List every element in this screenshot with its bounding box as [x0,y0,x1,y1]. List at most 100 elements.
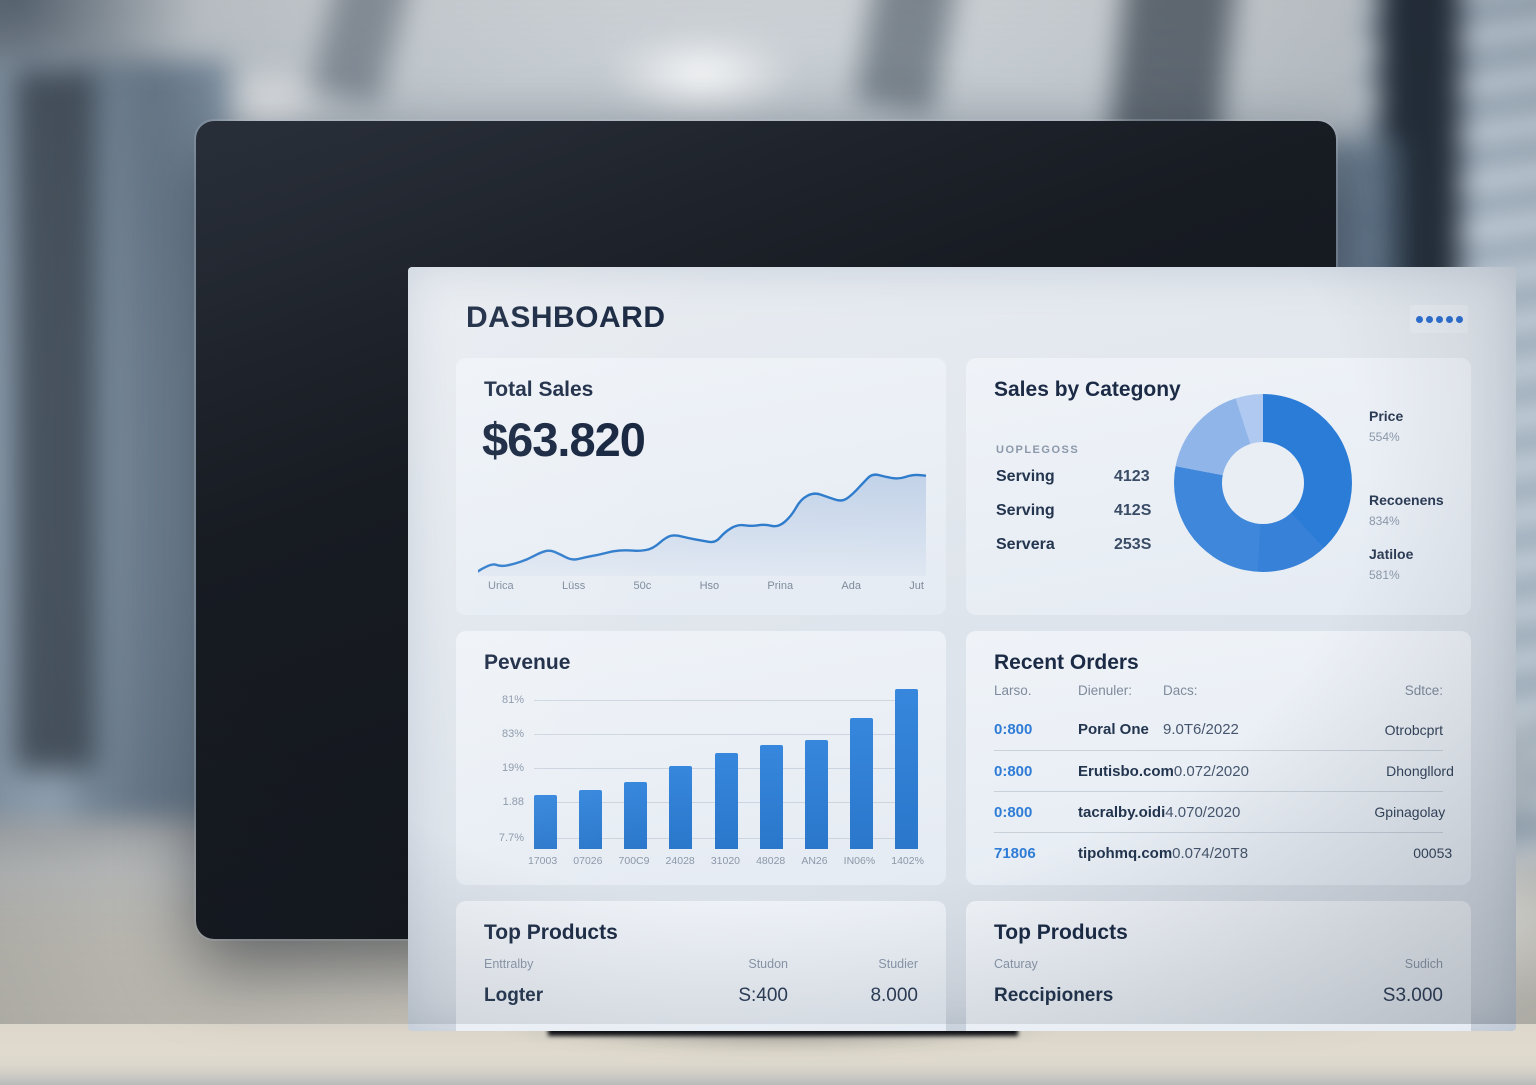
order-id: 0:800 [994,721,1078,738]
order-date: 4.070/2020 [1165,804,1325,821]
order-name: tipohmq.com [1078,845,1172,862]
product-value: S:400 [668,985,788,1007]
x-axis-label: Prina [767,580,793,592]
table-body: 0:800 Poral One 9.0T6/2022 Otrobcprt 0:8… [994,709,1443,873]
table-header: Caturay Sudich [994,957,1443,971]
legend-item: Recoenens 834% [1369,492,1444,528]
column-header: Studon [668,957,788,971]
area-fill [478,475,926,576]
column-header: Enttralby [484,957,668,971]
x-axis-label: Hso [700,580,720,592]
product-value: 8.000 [788,985,918,1007]
card-title: Recent Orders [994,651,1139,675]
bar [669,766,692,849]
x-axis-label: Lüss [562,580,585,592]
x-axis-label: Ada [841,580,861,592]
bar [624,782,647,849]
category-row: Servera 253S [996,536,1196,554]
table-row: 0:800 Poral One 9.0T6/2022 Otrobcprt [994,709,1443,750]
x-axis-label: 17003 [528,855,557,867]
x-axis-label: 48028 [756,855,785,867]
table-row: 0:800 Erutisbo.com 0.072/2020 Dhongllord [994,750,1443,791]
dot-icon [1426,316,1433,323]
x-axis-label: 24028 [666,855,695,867]
card-title: Top Products [994,921,1128,945]
card-title: Sales by Categony [994,378,1181,402]
order-status: Otrobcprt [1323,722,1443,738]
order-date: 0.072/2020 [1174,763,1334,780]
category-list-header: UOPLEGOSS [996,444,1079,456]
column-header: Sdtce: [1323,683,1443,698]
bar [760,745,783,849]
table-row: 71806 tipohmq.com 0.074/20T8 00053 [994,832,1443,873]
dot-icon [1446,316,1453,323]
order-date: 0.074/20T8 [1172,845,1332,862]
category-label: Servera [996,536,1114,554]
x-axis-label: Urica [488,580,514,592]
legend-item: Jatiloe 581% [1369,546,1413,582]
x-axis-label: 50c [634,580,652,592]
order-id: 0:800 [994,763,1078,780]
card-title: Top Products [484,921,618,945]
table-row: Reccipioners S3.000 [994,985,1443,1007]
product-name: Logter [484,985,668,1007]
product-value: S3.000 [1293,985,1443,1007]
order-name: Poral One [1078,721,1163,738]
x-axis-label: AN26 [801,855,827,867]
monitor-bezel: DASHBOARD Total Sales $63.820 [196,121,1336,939]
column-header: Studier [788,957,918,971]
legend-value: 581% [1369,568,1413,582]
column-header: Dienuler: [1078,683,1163,698]
legend-label: Price [1369,408,1403,424]
bar [715,753,738,849]
y-axis-tick: 83% [480,728,524,740]
category-value: 4123 [1114,468,1150,486]
column-header: Sudich [1293,957,1443,971]
legend-item: Price 554% [1369,408,1403,444]
bar [805,740,828,849]
category-row: Serving 4123 [996,468,1196,486]
x-axis-label: 07026 [573,855,602,867]
table-row: Logter S:400 8.000 [484,985,918,1007]
sales-by-category-card: Sales by Categony UOPLEGOSS Serving 4123… [966,358,1471,615]
donut-chart [1174,394,1352,572]
order-status: 00053 [1332,845,1452,861]
column-header: Caturay [994,957,1293,971]
menu-dots-button[interactable] [1410,305,1468,333]
column-header: Larso. [994,683,1078,698]
category-label: Serving [996,502,1114,520]
category-value: 412S [1114,502,1151,520]
legend-label: Recoenens [1369,492,1444,508]
y-axis-tick: 81% [480,694,524,706]
y-axis-tick: 1.88 [480,796,524,808]
column-header: Dacs: [1163,683,1323,698]
order-id: 0:800 [994,804,1078,821]
category-row: Serving 412S [996,502,1196,520]
page-title: DASHBOARD [466,301,666,335]
card-title: Total Sales [484,378,593,402]
bars [534,689,918,849]
category-value: 253S [1114,536,1151,554]
table-header: Larso. Dienuler: Dacs: Sdtce: [994,683,1443,698]
category-label: Serving [996,468,1114,486]
bar [850,718,873,849]
recent-orders-card: Recent Orders Larso. Dienuler: Dacs: Sdt… [966,631,1471,885]
table-row: 0:800 tacralby.oidi 4.070/2020 Gpinagola… [994,791,1443,832]
x-axis-label: 31020 [711,855,740,867]
legend-value: 834% [1369,514,1444,528]
y-axis-tick: 19% [480,762,524,774]
dot-icon [1456,316,1463,323]
total-sales-line-chart [478,458,926,578]
table-header: Enttralby Studon Studier [484,957,918,971]
x-axis-label: IN06% [844,855,876,867]
legend-value: 554% [1369,430,1403,444]
bar [579,790,602,849]
top-products-card-right: Top Products Caturay Sudich Reccipioners… [966,901,1471,1031]
order-date: 9.0T6/2022 [1163,721,1323,738]
product-name: Reccipioners [994,985,1293,1007]
y-axis-tick: 7.7% [480,832,524,844]
